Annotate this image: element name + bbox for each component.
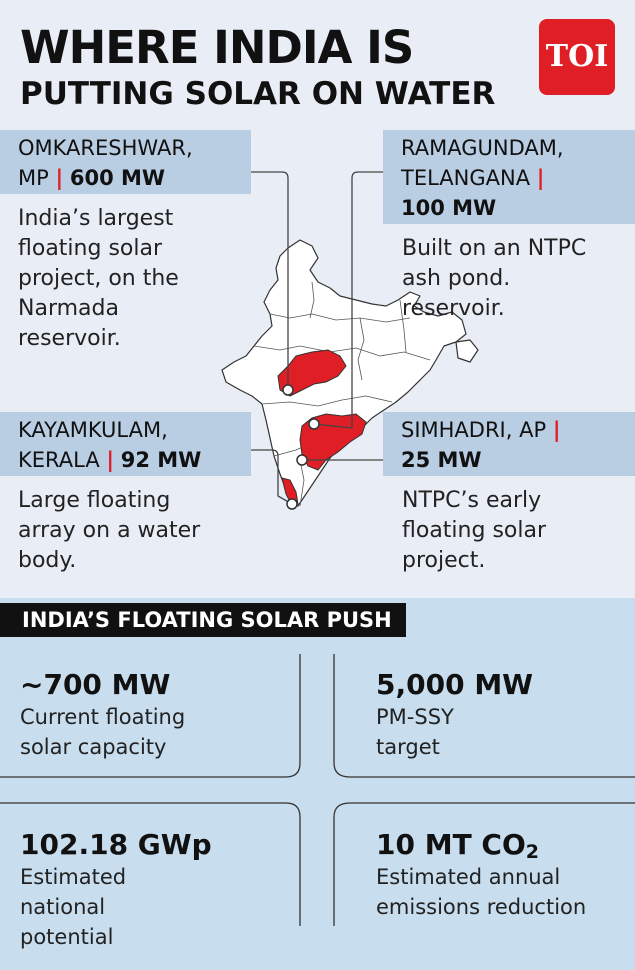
toi-logo: TOI [539, 19, 615, 95]
separator-pipe: | [536, 166, 545, 190]
stat-label-emissions: Estimated annual emissions reduction [376, 865, 587, 919]
stat-value-emissions: 10 MT CO2 [376, 828, 539, 869]
location-description-ramagundam: Built on an NTPC ash pond. reservoir. [402, 236, 587, 321]
location-name-state: SIMHADRI, AP | [401, 415, 625, 445]
location-state: TELANGANA [401, 166, 531, 190]
divider-stat-2 [333, 654, 635, 778]
location-state: KERALA [18, 448, 100, 472]
location-description-simhadri: NTPC’s early floating solar project. [402, 488, 546, 573]
stat-value-pmssy-target: 5,000 MW [376, 668, 534, 701]
india-map [221, 171, 479, 510]
separator-pipe: | [55, 166, 64, 190]
location-description-kayamkulam: Large floating array on a water body. [18, 488, 201, 573]
location-markers [282, 384, 320, 510]
title-line-2: PUTTING SOLAR ON WATER [20, 76, 496, 112]
location-description-omkareshwar: India’s largest floating solar project, … [18, 206, 179, 351]
toi-logo-text: TOI [545, 39, 609, 74]
marker-simhadri [296, 454, 308, 466]
location-name: OMKARESHWAR, [18, 136, 193, 160]
state-borders [253, 281, 431, 507]
marker-ramagundam [308, 418, 320, 430]
location-state-capacity: KERALA | 92 MW [18, 445, 241, 475]
separator-pipe: | [106, 448, 115, 472]
separator-pipe: | [552, 418, 561, 442]
location-state-row: TELANGANA | [401, 163, 625, 193]
stat-label-national-potential: Estimated national potential [20, 865, 127, 949]
location-label-kayamkulam: KAYAMKULAM, KERALA | 92 MW [0, 412, 251, 476]
location-label-simhadri: SIMHADRI, AP | 25 MW [383, 412, 635, 476]
location-label-ramagundam: RAMAGUNDAM, TELANGANA | 100 MW [383, 130, 635, 224]
divider-stat-3 [0, 802, 301, 926]
title-line-1: WHERE INDIA IS [20, 21, 414, 74]
state-madhya-pradesh [277, 349, 347, 397]
push-section-title: INDIA’S FLOATING SOLAR PUSH [0, 603, 406, 637]
stat-value-emissions-sub: 2 [525, 841, 540, 863]
stat-value-emissions-main: 10 MT CO [376, 828, 526, 861]
stat-label-pmssy-target: PM-SSY target [376, 705, 454, 759]
stat-value-national-potential: 102.18 GWp [20, 828, 212, 861]
location-state: MP [18, 166, 49, 190]
marker-omkareshwar [282, 384, 294, 396]
location-capacity: 600 MW [69, 166, 166, 190]
location-name: KAYAMKULAM, [18, 418, 168, 442]
location-state-capacity: MP | 600 MW [18, 163, 241, 193]
push-section [0, 598, 635, 970]
location-name: SIMHADRI, [401, 418, 513, 442]
location-state: AP [519, 418, 547, 442]
divider-stat-4 [333, 802, 635, 926]
stat-label-current-capacity: Current floating solar capacity [20, 705, 186, 759]
connector-lines [251, 171, 383, 505]
location-capacity: 92 MW [120, 448, 202, 472]
location-capacity: 25 MW [401, 448, 482, 472]
divider-stat-1 [0, 654, 301, 778]
location-capacity: 100 MW [401, 196, 497, 220]
marker-kayamkulam [286, 498, 298, 510]
location-name: RAMAGUNDAM, [401, 136, 564, 160]
stat-value-current-capacity: ~700 MW [20, 668, 171, 701]
location-label-omkareshwar: OMKARESHWAR, MP | 600 MW [0, 130, 251, 194]
